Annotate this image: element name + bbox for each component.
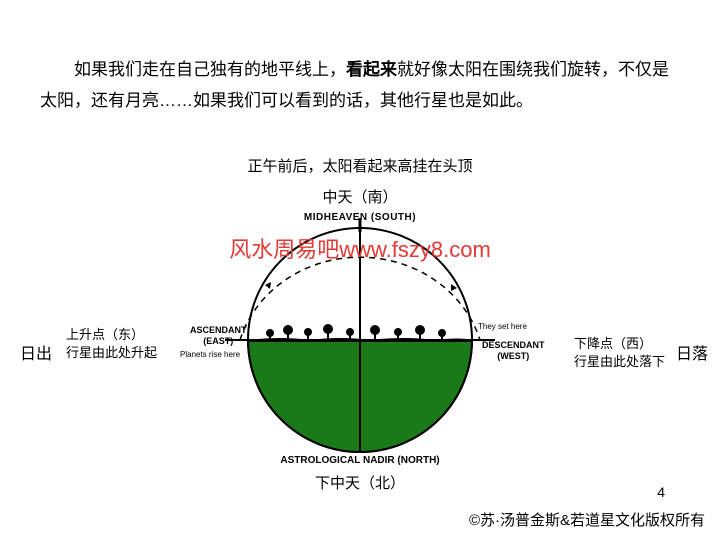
intro-part1: 如果我们走在自己独有的地平线上， <box>40 60 346 79</box>
descendant-block: 下降点（西） 行星由此处落下 <box>574 335 665 370</box>
asc-en-1: ASCENDANT <box>190 325 247 336</box>
set-en: They set here <box>478 322 527 331</box>
midheaven-cn: 中天（南） <box>0 186 720 207</box>
copyright: ©苏·汤普金斯&若道星文化版权所有 <box>469 509 705 530</box>
ascendant-en: ASCENDANT (EAST) <box>190 325 247 347</box>
intro-bold: 看起来 <box>346 60 397 79</box>
sunrise-label: 日出 <box>20 340 52 364</box>
intro-paragraph: 如果我们走在自己独有的地平线上，看起来就好像太阳在围绕我们旋转，不仅是太阳，还有… <box>40 55 680 116</box>
nadir-en: ASTROLOGICAL NADIR (NORTH) <box>0 455 720 466</box>
arc-arrow-left <box>265 282 271 289</box>
rise-en: Planets rise here <box>180 350 240 359</box>
ascendant-block: 上升点（东） 行星由此处升起 <box>66 326 157 361</box>
nadir-cn: 下中天（北） <box>0 472 720 493</box>
caption-noon: 正午前后，太阳看起来高挂在头顶 <box>0 155 720 176</box>
desc-en-2: (WEST) <box>482 351 545 362</box>
descendant-en: DESCENDANT (WEST) <box>482 340 545 362</box>
desc-en-1: DESCENDANT <box>482 340 545 351</box>
desc-cn-2: 行星由此处落下 <box>574 353 665 371</box>
watermark-text: 风水周易吧www.fszy8.com <box>0 232 720 264</box>
asc-cn-2: 行星由此处升起 <box>66 344 157 362</box>
arc-arrow-right <box>451 284 457 291</box>
asc-cn-1: 上升点（东） <box>66 326 157 344</box>
asc-en-2: (EAST) <box>190 336 247 347</box>
sunset-label: 日落 <box>676 340 708 364</box>
page-number: 4 <box>657 484 665 500</box>
desc-cn-1: 下降点（西） <box>574 335 665 353</box>
